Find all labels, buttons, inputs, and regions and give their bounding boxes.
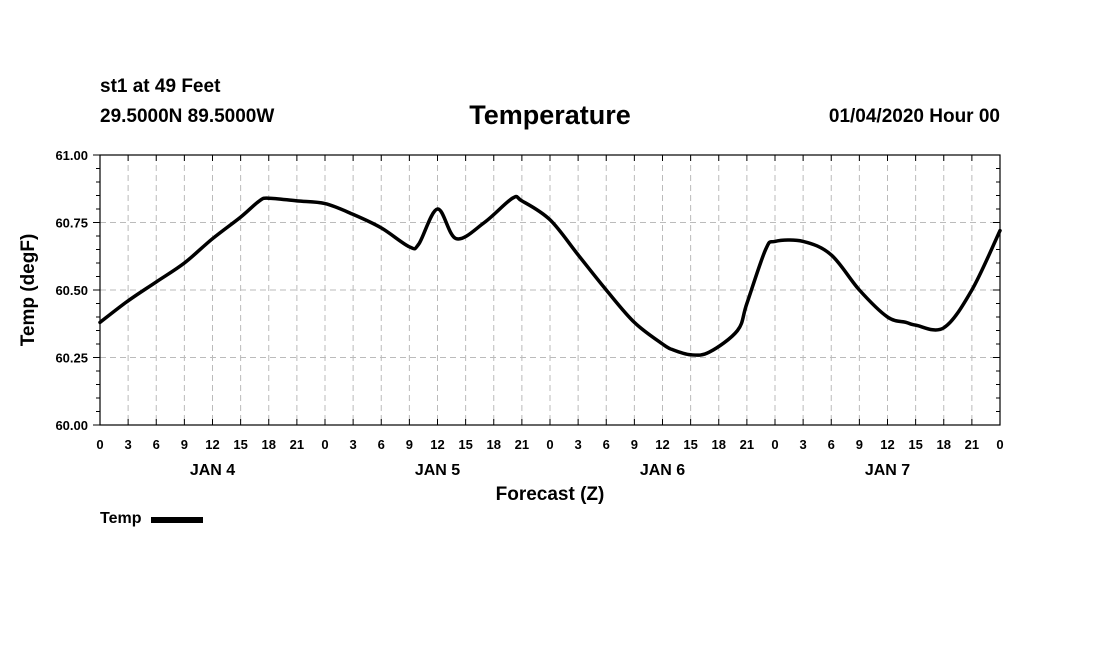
y-tick-label: 60.25 xyxy=(55,351,88,366)
chart-title: Temperature xyxy=(469,100,631,130)
day-label: JAN 7 xyxy=(865,462,910,479)
x-axis-title: Forecast (Z) xyxy=(496,484,605,505)
x-tick-label: 18 xyxy=(262,437,276,452)
x-tick-label: 21 xyxy=(290,437,304,452)
x-tick-label: 0 xyxy=(96,437,103,452)
x-tick-label: 12 xyxy=(880,437,894,452)
x-tick-label: 18 xyxy=(487,437,501,452)
x-tick-label: 18 xyxy=(712,437,726,452)
x-tick-label: 15 xyxy=(908,437,922,452)
day-label: JAN 4 xyxy=(190,462,235,479)
x-tick-label: 0 xyxy=(996,437,1003,452)
x-tick-label: 6 xyxy=(378,437,385,452)
y-axis-title: Temp (degF) xyxy=(18,234,39,347)
x-tick-label: 9 xyxy=(181,437,188,452)
datetime-label: 01/04/2020 Hour 00 xyxy=(828,106,1000,127)
x-tick-label: 21 xyxy=(740,437,754,452)
x-tick-label: 21 xyxy=(515,437,529,452)
x-tick-label: 18 xyxy=(937,437,951,452)
x-tick-label: 0 xyxy=(771,437,778,452)
series-line-temp xyxy=(98,194,1002,357)
x-tick-label: 15 xyxy=(233,437,247,452)
x-tick-label: 12 xyxy=(205,437,219,452)
legend: Temp xyxy=(100,510,204,528)
x-tick-label: 15 xyxy=(458,437,472,452)
y-tick-label: 61.00 xyxy=(55,148,88,163)
x-tick-label: 3 xyxy=(350,437,357,452)
x-tick-label: 9 xyxy=(406,437,413,452)
x-tick-label: 6 xyxy=(828,437,835,452)
x-tick-label: 3 xyxy=(800,437,807,452)
y-tick-label: 60.75 xyxy=(55,216,88,231)
x-tick-label: 15 xyxy=(683,437,697,452)
day-label: JAN 6 xyxy=(640,462,685,479)
x-tick-label: 6 xyxy=(603,437,610,452)
y-tick-label: 60.50 xyxy=(55,283,88,298)
x-tick-label: 6 xyxy=(153,437,160,452)
y-tick-label: 60.00 xyxy=(55,418,88,433)
x-tick-label: 12 xyxy=(655,437,669,452)
legend-swatch xyxy=(151,517,204,523)
station-label: st1 at 49 Feet xyxy=(100,76,221,97)
x-tick-label: 9 xyxy=(631,437,638,452)
x-tick-label: 12 xyxy=(430,437,444,452)
x-tick-label: 3 xyxy=(575,437,582,452)
x-tick-label: 0 xyxy=(546,437,553,452)
legend-label: Temp xyxy=(100,510,142,527)
x-tick-label: 0 xyxy=(321,437,328,452)
x-tick-label: 3 xyxy=(125,437,132,452)
x-tick-label: 21 xyxy=(965,437,979,452)
day-label: JAN 5 xyxy=(415,462,460,479)
x-tick-label: 9 xyxy=(856,437,863,452)
coordinates-label: 29.5000N 89.5000W xyxy=(100,106,275,127)
